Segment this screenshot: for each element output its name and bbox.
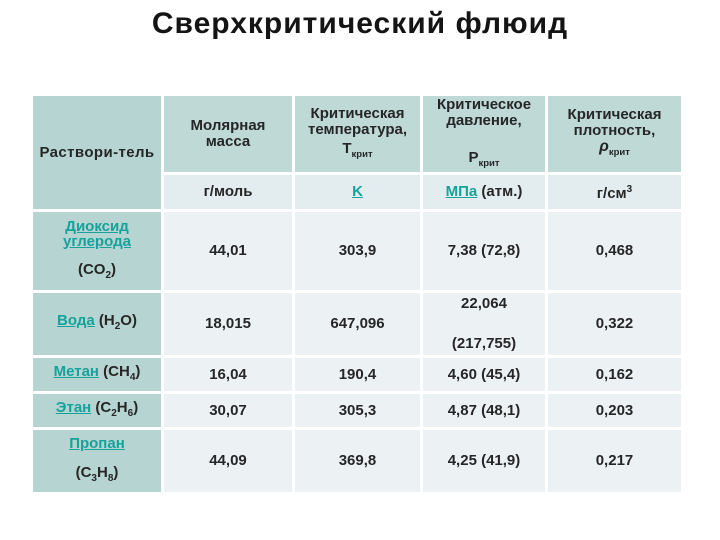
row-carbon-dioxide: Диоксид углерода (CO2) 44,01 303,9 7,38 … — [33, 212, 681, 290]
density-symbol: ρкрит — [599, 138, 630, 159]
solvent-link-ethane[interactable]: Этан — [55, 398, 92, 416]
value-critical-temperature: 303,9 — [295, 212, 420, 290]
solvent-link-water[interactable]: Вода — [57, 312, 95, 329]
value-critical-pressure: 4,87 (48,1) — [423, 394, 545, 427]
value-molar-mass: 44,01 — [164, 212, 292, 290]
temperature-symbol: Ткрит — [342, 139, 373, 160]
formula-ch4: (CH4) — [103, 362, 141, 383]
formula-c3h8: (C3H8) — [75, 463, 119, 484]
formula-c2h6: (C2H6) — [95, 398, 139, 419]
value-critical-pressure: 4,60 (45,4) — [423, 358, 545, 391]
solvent-link-methane[interactable]: Метан — [53, 362, 99, 380]
header-temperature-line2: температура, — [307, 120, 408, 138]
solvent-water: Вода (H2O) — [33, 293, 161, 355]
row-water: Вода (H2O) 18,015 647,096 22,064 (217,75… — [33, 293, 681, 355]
header-temperature-line1: Критическая — [310, 104, 405, 122]
header-molar-mass-line2: масса — [205, 133, 251, 150]
value-critical-temperature: 305,3 — [295, 394, 420, 427]
kelvin-link[interactable]: K — [352, 183, 363, 200]
value-molar-mass: 18,015 — [164, 293, 292, 355]
solvent-propane: Пропан (C3H8) — [33, 430, 161, 492]
value-critical-pressure: 7,38 (72,8) — [423, 212, 545, 290]
row-propane: Пропан (C3H8) 44,09 369,8 4,25 (41,9) 0,… — [33, 430, 681, 492]
value-critical-density: 0,217 — [548, 430, 681, 492]
row-methane: Метан (CH4) 16,04 190,4 4,60 (45,4) 0,16… — [33, 358, 681, 391]
header-pressure-line1: Критическое — [436, 95, 532, 113]
mpa-link[interactable]: МПа — [445, 183, 478, 200]
formula-h2o: (H2O) — [98, 312, 137, 333]
value-critical-pressure: 22,064 (217,755) — [423, 293, 545, 355]
solvent-methane: Метан (CH4) — [33, 358, 161, 391]
supercritical-fluid-table: Раствори-тель Молярная масса Критическая… — [30, 93, 684, 495]
header-molar-mass-line1: Молярная — [190, 117, 266, 134]
solvent-link-carbon-dioxide[interactable]: Диоксид углерода — [63, 217, 131, 250]
formula-co2: (CO2) — [77, 260, 117, 281]
value-molar-mass: 16,04 — [164, 358, 292, 391]
unit-density: г/см3 — [548, 175, 681, 209]
table-header-row: Раствори-тель Молярная масса Критическая… — [33, 96, 681, 209]
value-critical-pressure: 4,25 (41,9) — [423, 430, 545, 492]
unit-temperature: K — [295, 175, 420, 209]
value-critical-temperature: 647,096 — [295, 293, 420, 355]
page-title: Сверхкритический флюид — [151, 7, 569, 40]
header-pressure-line2: давление, — [446, 111, 522, 129]
solvent-carbon-dioxide: Диоксид углерода (CO2) — [33, 212, 161, 290]
unit-pressure: МПа (атм.) — [423, 175, 545, 209]
unit-pressure-suffix: (атм.) — [481, 183, 523, 200]
solvent-ethane: Этан (C2H6) — [33, 394, 161, 427]
header-solvent: Раствори-тель — [33, 96, 161, 209]
value-critical-density: 0,162 — [548, 358, 681, 391]
value-critical-density: 0,322 — [548, 293, 681, 355]
header-density-line1: Критическая — [567, 106, 662, 123]
header-molar-mass: Молярная масса — [164, 96, 292, 172]
value-molar-mass: 30,07 — [164, 394, 292, 427]
header-density-line2: плотность, — [573, 122, 656, 139]
header-critical-pressure: Критическое давление, Ркрит — [423, 96, 545, 172]
value-critical-density: 0,468 — [548, 212, 681, 290]
unit-molar-mass: г/моль — [164, 175, 292, 209]
value-critical-temperature: 190,4 — [295, 358, 420, 391]
solvent-link-propane[interactable]: Пропан — [69, 434, 125, 452]
value-critical-density: 0,203 — [548, 394, 681, 427]
units-row: г/моль K МПа (атм.) г/см3 — [33, 175, 681, 209]
row-ethane: Этан (C2H6) 30,07 305,3 4,87 (48,1) 0,20… — [33, 394, 681, 427]
value-critical-temperature: 369,8 — [295, 430, 420, 492]
header-critical-temperature: Критическая температура, Ткрит — [295, 96, 420, 172]
header-solvent-label: Раствори-тель — [39, 143, 155, 161]
header-critical-density: Критическая плотность, ρкрит — [548, 96, 681, 172]
value-molar-mass: 44,09 — [164, 430, 292, 492]
pressure-symbol: Ркрит — [468, 148, 500, 169]
